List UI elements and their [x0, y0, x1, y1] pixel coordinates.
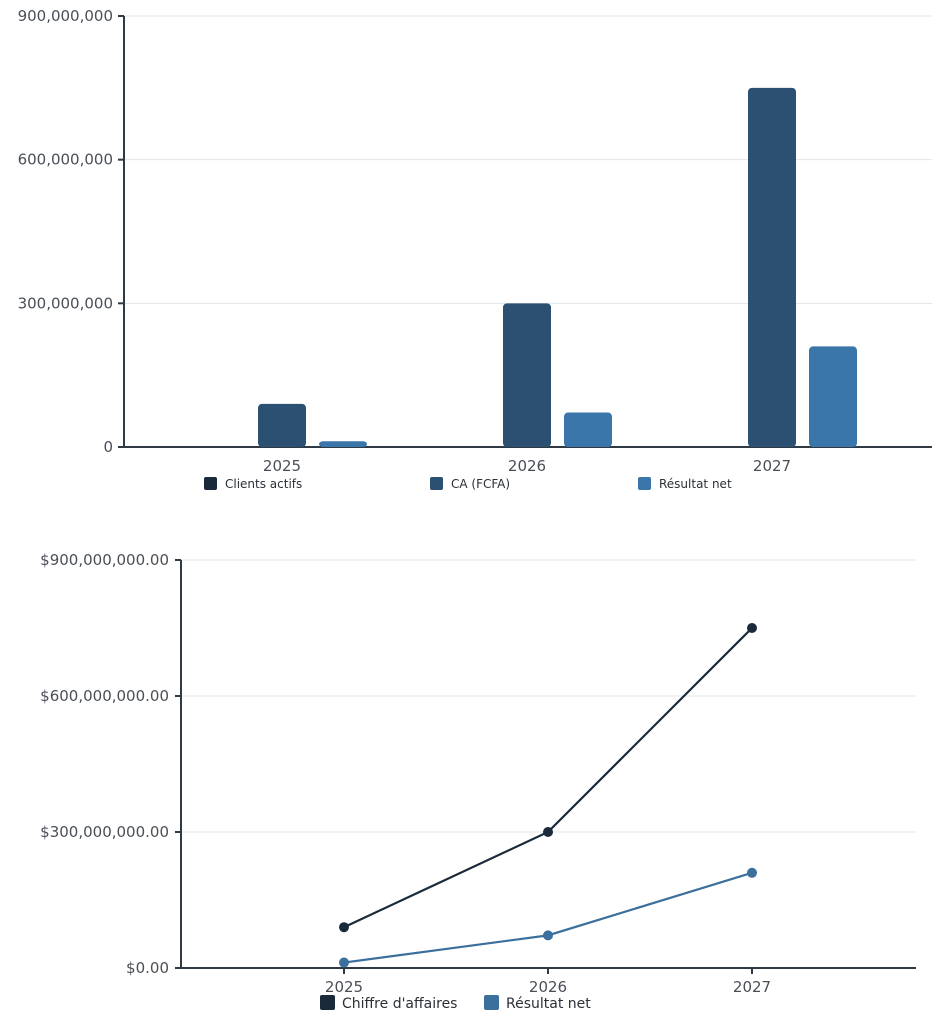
x-tick-label: 2027: [733, 978, 771, 996]
legend-swatch: [638, 477, 651, 490]
y-tick-label: 0: [103, 438, 113, 456]
y-tick-label: 900,000,000: [18, 7, 113, 25]
line-chart: $0.00 $300,000,000.00 $600,000,000.00 $900,…: [40, 551, 916, 1012]
bar-ca-fcfa-: [503, 303, 551, 447]
x-tick-label: 2027: [753, 457, 791, 475]
y-tick-label: 600,000,000: [18, 151, 113, 169]
data-point: [747, 867, 757, 878]
data-point: [339, 957, 349, 968]
bar-ca-fcfa-: [258, 403, 306, 447]
bar-chart: 0 300,000,000 600,000,000 900,000,000 2025 20…: [18, 7, 932, 491]
series-line-chiffre-d-affaires: [343, 627, 753, 929]
bar-r-sultat-net: [319, 441, 367, 447]
data-point: [543, 827, 553, 837]
bar-r-sultat-net: [809, 346, 857, 447]
data-point: [543, 930, 553, 941]
legend-label: Clients actifs: [225, 477, 302, 491]
y-tick-label: 300,000,000: [18, 294, 113, 312]
bar-ca-fcfa-: [748, 87, 796, 447]
series-line-r-sultat-net: [343, 871, 753, 964]
y-tick-label: $300,000,000.00: [40, 823, 169, 841]
legend-swatch: [484, 995, 499, 1010]
legend-label: CA (FCFA): [451, 477, 510, 491]
data-point: [339, 922, 349, 933]
y-tick-label: $600,000,000.00: [40, 687, 169, 705]
legend-swatch: [320, 995, 335, 1010]
legend-label: Chiffre d'affaires: [342, 996, 457, 1012]
legend-label: Résultat net: [506, 996, 591, 1012]
legend-swatch: [430, 477, 443, 490]
x-tick-label: 2025: [325, 978, 363, 996]
y-tick-label: $0.00: [126, 959, 169, 977]
y-tick-label: $900,000,000.00: [40, 551, 169, 569]
data-point: [747, 623, 757, 633]
legend-label: Résultat net: [659, 477, 732, 491]
x-tick-label: 2026: [508, 457, 546, 475]
legend-swatch: [204, 477, 217, 490]
x-tick-label: 2025: [263, 457, 301, 475]
bar-r-sultat-net: [564, 412, 612, 447]
x-tick-label: 2026: [529, 978, 567, 996]
